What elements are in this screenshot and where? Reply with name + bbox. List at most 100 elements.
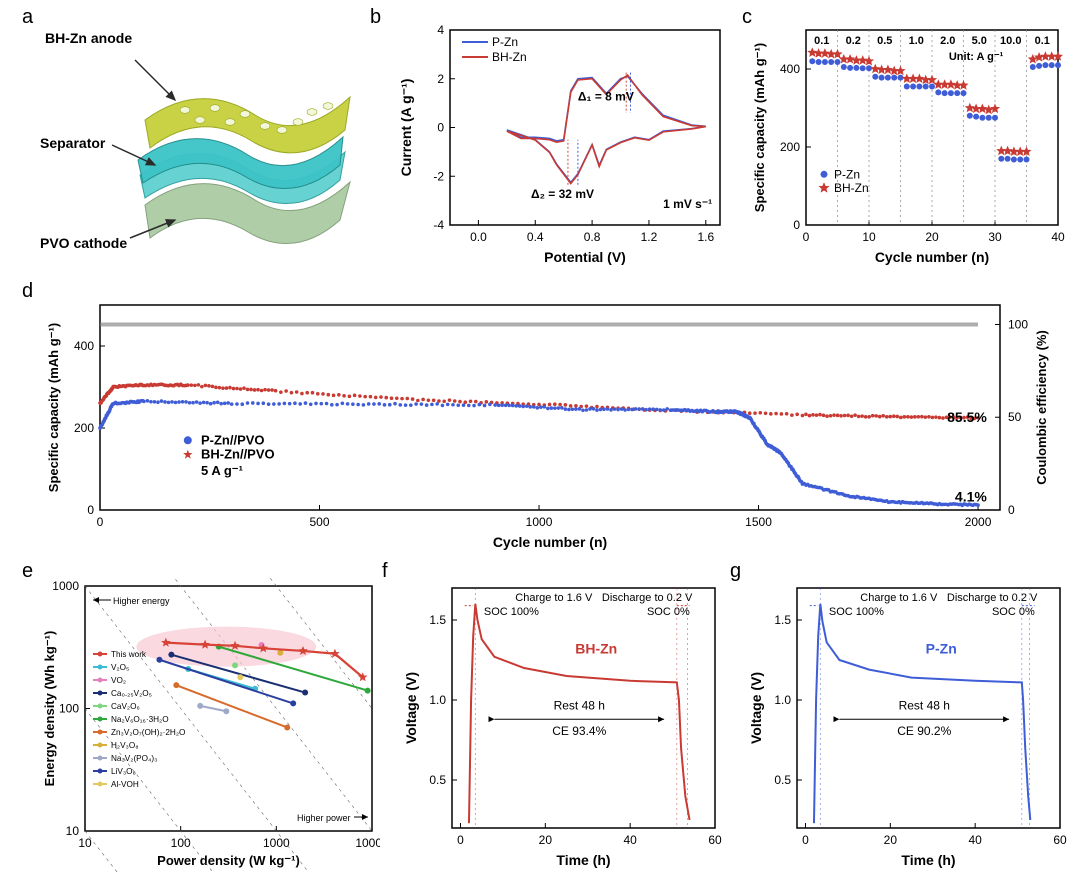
- svg-text:Unit: A g⁻¹: Unit: A g⁻¹: [949, 51, 1004, 63]
- svg-text:P-Zn: P-Zn: [926, 641, 957, 657]
- svg-text:1000: 1000: [526, 515, 553, 529]
- svg-text:Coulombic efficiency (%): Coulombic efficiency (%): [1034, 330, 1049, 485]
- svg-text:0.0: 0.0: [470, 230, 487, 244]
- svg-text:1 mV s⁻¹: 1 mV s⁻¹: [663, 197, 712, 211]
- label-anode: BH-Zn anode: [45, 30, 132, 46]
- svg-text:10000: 10000: [355, 836, 380, 850]
- svg-text:4: 4: [437, 23, 444, 37]
- fig-label-f: f: [382, 560, 388, 583]
- svg-text:500: 500: [309, 515, 329, 529]
- svg-text:BH-Zn//PVO: BH-Zn//PVO: [201, 447, 275, 462]
- svg-text:Na₃V₂(PO₄)₃: Na₃V₂(PO₄)₃: [111, 754, 157, 763]
- svg-text:1.5: 1.5: [429, 613, 446, 627]
- panel-b-cv: 0.00.40.81.21.6-4-2024Potential (V)Curre…: [395, 20, 730, 270]
- svg-text:-2: -2: [433, 169, 444, 183]
- rate-plot: 0102030400200400Cycle number (n)Specific…: [748, 20, 1068, 270]
- panel-e-ragone: 10100100010000101001000Power density (W …: [40, 578, 380, 873]
- svg-text:400: 400: [780, 62, 800, 76]
- fig-label-g: g: [730, 560, 741, 583]
- svg-text:0.8: 0.8: [584, 230, 601, 244]
- svg-text:5 A g⁻¹: 5 A g⁻¹: [201, 463, 243, 478]
- svg-text:0.4: 0.4: [527, 230, 544, 244]
- svg-text:VO₂: VO₂: [111, 676, 126, 685]
- svg-text:1.0: 1.0: [774, 693, 791, 707]
- svg-text:40: 40: [623, 833, 637, 847]
- svg-text:Charge to 1.6 V: Charge to 1.6 V: [860, 592, 938, 604]
- svg-text:Potential (V): Potential (V): [544, 249, 626, 265]
- svg-text:0: 0: [437, 121, 444, 135]
- svg-text:Al-VOH: Al-VOH: [111, 780, 139, 789]
- panel-d-cycling: 05001000150020000200400050100Cycle numbe…: [40, 300, 1060, 555]
- svg-text:0: 0: [793, 218, 800, 232]
- svg-text:BH-Zn: BH-Zn: [834, 181, 869, 195]
- svg-text:40: 40: [968, 833, 982, 847]
- sd-bh-plot: 02040600.51.01.5Time (h)Voltage (V)Charg…: [400, 578, 725, 873]
- svg-text:100: 100: [1008, 317, 1028, 331]
- label-cathode: PVO cathode: [40, 235, 127, 251]
- svg-text:4.1%: 4.1%: [955, 489, 987, 505]
- svg-text:1000: 1000: [263, 836, 290, 850]
- svg-text:100: 100: [59, 702, 79, 716]
- svg-text:Specific capacity (mAh g⁻¹): Specific capacity (mAh g⁻¹): [752, 43, 767, 212]
- svg-text:2.0: 2.0: [940, 35, 955, 47]
- svg-text:Higher energy: Higher energy: [113, 596, 170, 606]
- svg-text:Cycle number (n): Cycle number (n): [875, 249, 989, 265]
- svg-text:1500: 1500: [745, 515, 772, 529]
- svg-text:50: 50: [1008, 410, 1022, 424]
- svg-text:10: 10: [78, 836, 92, 850]
- svg-text:Time (h): Time (h): [901, 852, 955, 868]
- svg-text:P-Zn//PVO: P-Zn//PVO: [201, 432, 265, 447]
- svg-text:0: 0: [803, 230, 810, 244]
- svg-text:Current (A g⁻¹): Current (A g⁻¹): [398, 79, 414, 177]
- svg-text:CE 90.2%: CE 90.2%: [897, 724, 951, 738]
- svg-text:20: 20: [925, 230, 939, 244]
- svg-text:10.0: 10.0: [1000, 35, 1021, 47]
- svg-text:10: 10: [862, 230, 876, 244]
- svg-text:0.2: 0.2: [846, 35, 861, 47]
- svg-text:1.0: 1.0: [429, 693, 446, 707]
- svg-text:Charge to 1.6 V: Charge to 1.6 V: [515, 592, 593, 604]
- svg-text:0.1: 0.1: [814, 35, 829, 47]
- svg-text:Higher power: Higher power: [297, 813, 351, 823]
- svg-text:Cycle number (n): Cycle number (n): [493, 534, 607, 550]
- svg-text:Discharge to 0.2 V: Discharge to 0.2 V: [947, 592, 1038, 604]
- svg-text:0: 0: [87, 503, 94, 517]
- svg-text:40: 40: [1051, 230, 1065, 244]
- svg-text:Specific capacity (mAh g⁻¹): Specific capacity (mAh g⁻¹): [46, 323, 61, 492]
- svg-text:0: 0: [97, 515, 104, 529]
- fig-label-b: b: [370, 6, 381, 29]
- svg-text:V₂O₅: V₂O₅: [111, 663, 129, 672]
- svg-text:0: 0: [1008, 503, 1015, 517]
- svg-text:BH-Zn: BH-Zn: [492, 50, 527, 64]
- svg-text:Zn₃V₂O₇(OH)₂·2H₂O: Zn₃V₂O₇(OH)₂·2H₂O: [111, 728, 185, 737]
- svg-text:60: 60: [708, 833, 722, 847]
- svg-text:CaV₂O₆: CaV₂O₆: [111, 702, 140, 711]
- svg-text:0.1: 0.1: [1035, 35, 1050, 47]
- svg-text:SOC 0%: SOC 0%: [992, 606, 1035, 618]
- svg-text:0: 0: [457, 833, 464, 847]
- svg-text:1.6: 1.6: [697, 230, 714, 244]
- svg-text:20: 20: [884, 833, 898, 847]
- svg-text:This work: This work: [111, 650, 147, 659]
- svg-text:2000: 2000: [965, 515, 992, 529]
- svg-text:Rest 48 h: Rest 48 h: [554, 699, 605, 713]
- ragone-plot: 10100100010000101001000Power density (W …: [40, 578, 380, 873]
- svg-text:0.5: 0.5: [429, 773, 446, 787]
- svg-text:20: 20: [539, 833, 553, 847]
- svg-text:Δ₂ = 32 mV: Δ₂ = 32 mV: [531, 187, 594, 201]
- svg-text:5.0: 5.0: [972, 35, 987, 47]
- svg-text:0.5: 0.5: [877, 35, 892, 47]
- label-separator: Separator: [40, 135, 105, 151]
- svg-text:Δ₁ = 8 mV: Δ₁ = 8 mV: [578, 90, 634, 104]
- cycling-plot: 05001000150020000200400050100Cycle numbe…: [40, 300, 1060, 555]
- fig-label-a: a: [22, 6, 33, 29]
- svg-text:10: 10: [66, 824, 80, 838]
- svg-text:2: 2: [437, 72, 444, 86]
- panel-c-rate: 0102030400200400Cycle number (n)Specific…: [748, 20, 1068, 270]
- svg-text:1.2: 1.2: [641, 230, 658, 244]
- svg-text:1.0: 1.0: [909, 35, 924, 47]
- svg-text:Energy density (Wh kg⁻¹): Energy density (Wh kg⁻¹): [42, 631, 57, 787]
- svg-text:200: 200: [780, 140, 800, 154]
- sd-p-plot: 02040600.51.01.5Time (h)Voltage (V)Charg…: [745, 578, 1070, 873]
- panel-g-selfdischarge-p: 02040600.51.01.5Time (h)Voltage (V)Charg…: [745, 578, 1070, 873]
